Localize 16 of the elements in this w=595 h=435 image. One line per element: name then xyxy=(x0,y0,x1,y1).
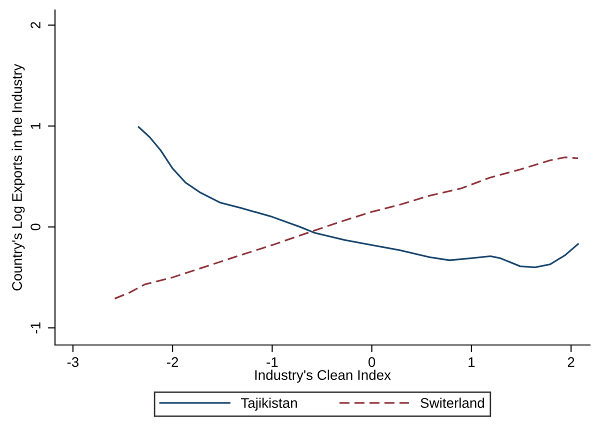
x-tick-label: -3 xyxy=(67,357,78,368)
x-tick-label: -1 xyxy=(266,357,278,367)
x-tick-label: 2 xyxy=(568,357,574,367)
y-tick-label: 2 xyxy=(30,22,40,28)
x-tick-label: 0 xyxy=(368,357,376,368)
line-series xyxy=(138,126,579,268)
y-axis-title: Country's Log Exports in the Industry xyxy=(12,64,25,290)
line-series xyxy=(114,156,579,300)
y-tick-label: 0 xyxy=(30,224,40,230)
x-tick-label: -2 xyxy=(167,357,178,367)
y-tick-label: 1 xyxy=(30,122,40,129)
legend-label: Switerland xyxy=(420,398,484,408)
legend-label: Tajikistan xyxy=(241,398,297,411)
x-axis-title: Industry's Clean Index xyxy=(255,370,391,383)
y-tick-label: -1 xyxy=(30,322,40,334)
x-tick-label: 1 xyxy=(468,357,475,367)
